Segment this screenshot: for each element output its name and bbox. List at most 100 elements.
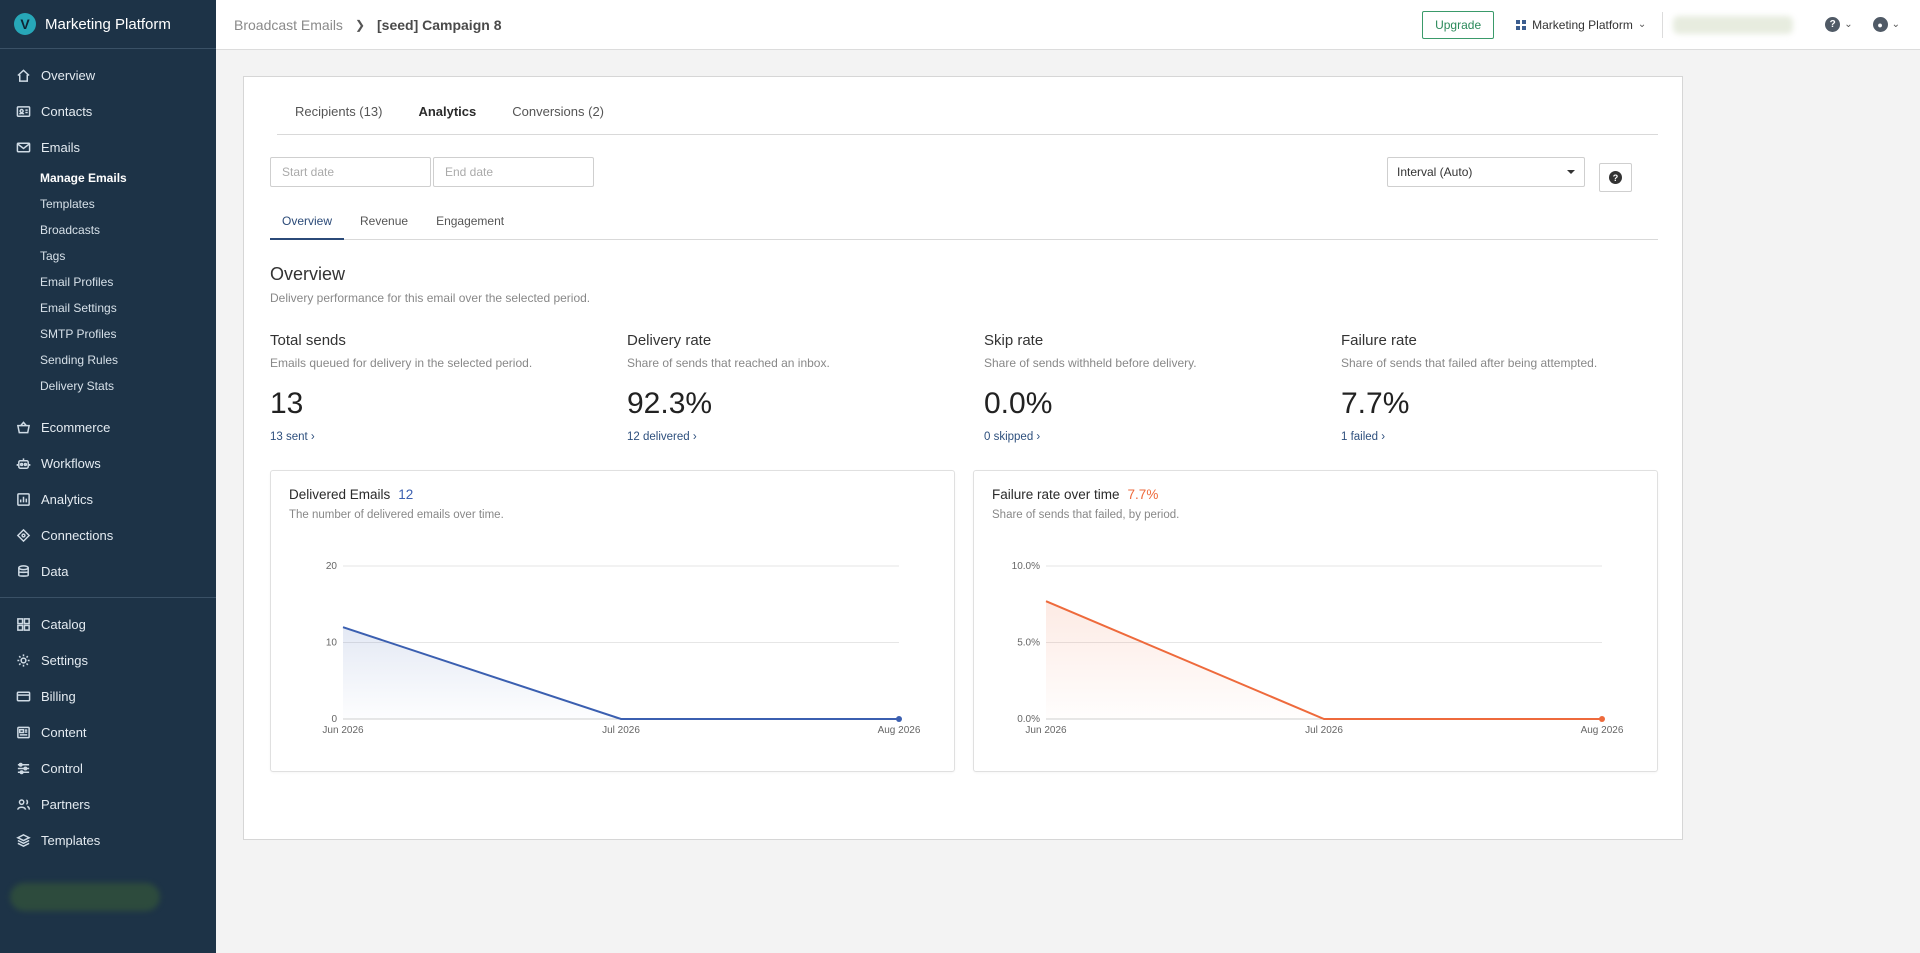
sidebar-item-analytics[interactable]: Analytics <box>0 481 216 517</box>
y-tick-label: 0.0% <box>1017 714 1040 725</box>
sidebar-item-partners[interactable]: Partners <box>0 786 216 822</box>
sidebar-item-label: Templates <box>41 832 101 848</box>
subtab-overview[interactable]: Overview <box>270 212 345 240</box>
sidebar-item-label: Contacts <box>41 103 93 119</box>
interval-select[interactable]: Interval (Auto) <box>1387 157 1585 187</box>
chart-subtitle: Share of sends that failed, by period. <box>992 509 1180 521</box>
chevron-down-icon: ⌄ <box>1844 19 1853 30</box>
help-button[interactable]: ? <box>1599 163 1632 192</box>
sidebar-subitem-broadcasts[interactable]: Broadcasts <box>40 223 101 237</box>
sidebar-subitem-templates[interactable]: Templates <box>40 197 95 211</box>
sidebar-item-label: Workflows <box>41 455 101 471</box>
chart-title: Failure rate over time <box>992 487 1120 502</box>
sidebar-subitem-email-profiles[interactable]: Email Profiles <box>40 275 114 289</box>
metric-total-sends: Total sends Emails queued for delivery i… <box>270 332 610 445</box>
sidebar-item-label: Settings <box>41 652 88 668</box>
y-tick-label: 10.0% <box>1012 561 1040 572</box>
gear-icon <box>15 652 31 668</box>
robot-icon <box>15 455 31 471</box>
account-name-blurred[interactable] <box>1673 15 1794 34</box>
series-line <box>1045 600 1602 720</box>
sidebar: V Marketing Platform Overview Contacts E… <box>0 0 216 953</box>
series-area <box>1046 601 1602 719</box>
nav-group-main: Overview Contacts Emails Manage Emails T… <box>0 49 216 858</box>
failure-rate-chart: 0.0% 5.0% 10.0% Jun 2026 Jul 2026 Aug 2026 <box>1012 561 1624 736</box>
y-tick-label: 0 <box>331 714 337 725</box>
x-tick-label: Jul 2026 <box>602 725 640 736</box>
sidebar-item-label: Partners <box>41 796 91 812</box>
tab-analytics[interactable]: Analytics <box>418 104 477 119</box>
metric-link[interactable]: 13 sent › <box>270 431 315 443</box>
sidebar-item-emails[interactable]: Emails <box>0 129 216 165</box>
sidebar-item-label: Ecommerce <box>41 419 111 435</box>
tab-conversions[interactable]: Conversions (2) <box>512 104 605 119</box>
metric-description: Share of sends withheld before delivery. <box>984 356 1197 370</box>
x-tick-label: Jul 2026 <box>1305 725 1343 736</box>
subtab-engagement[interactable]: Engagement <box>436 214 505 228</box>
platform-switcher[interactable]: Marketing Platform ⌄ <box>1516 18 1646 32</box>
topbar-divider <box>1662 11 1664 38</box>
connections-icon <box>15 527 31 543</box>
sidebar-item-connections[interactable]: Connections <box>0 517 216 553</box>
upgrade-button[interactable]: Upgrade <box>1422 10 1495 39</box>
sidebar-subitem-delivery-stats[interactable]: Delivery Stats <box>40 379 115 393</box>
sidebar-subitem-manage-emails[interactable]: Manage Emails <box>40 171 127 185</box>
brand-logo: V <box>14 13 36 35</box>
breadcrumb-link-broadcast-emails[interactable]: Broadcast Emails <box>234 16 343 33</box>
metric-value: 7.7% <box>1341 387 1410 420</box>
sidebar-subitem-sending-rules[interactable]: Sending Rules <box>40 353 119 367</box>
metric-failure-rate: Failure rate Share of sends that failed … <box>1341 332 1681 445</box>
y-tick-label: 10 <box>326 638 338 649</box>
sidebar-subitem-tags[interactable]: Tags <box>40 249 66 263</box>
tab-recipients[interactable]: Recipients (13) <box>295 104 383 119</box>
sidebar-item-templates[interactable]: Templates <box>0 822 216 858</box>
apps-grid-icon <box>1516 19 1527 30</box>
home-icon <box>15 67 31 83</box>
end-date-input[interactable] <box>433 157 594 187</box>
sidebar-item-overview[interactable]: Overview <box>0 57 216 93</box>
x-tick-label: Jun 2026 <box>1025 725 1067 736</box>
subtab-revenue[interactable]: Revenue <box>360 214 409 228</box>
sidebar-item-label: Control <box>41 760 83 776</box>
contacts-icon <box>15 103 31 119</box>
x-tick-label: Aug 2026 <box>1581 725 1624 736</box>
user-menu-button[interactable]: ● ⌄ <box>1872 17 1900 32</box>
section-title: Overview <box>270 264 346 284</box>
sidebar-item-label: Catalog <box>41 616 86 632</box>
series-point <box>896 716 902 722</box>
sidebar-item-ecommerce[interactable]: Ecommerce <box>0 409 216 445</box>
y-tick-label: 20 <box>326 561 338 572</box>
chart-subtitle: The number of delivered emails over time… <box>289 509 504 521</box>
grid-icon <box>15 616 31 632</box>
breadcrumb: Broadcast Emails ❯ [seed] Campaign 8 <box>216 17 501 33</box>
database-icon <box>15 563 31 579</box>
sidebar-subitem-smtp-profiles[interactable]: SMTP Profiles <box>40 327 117 341</box>
brand-name: Marketing Platform <box>45 15 171 33</box>
help-menu-button[interactable]: ? ⌄ <box>1825 17 1853 32</box>
sidebar-item-billing[interactable]: Billing <box>0 678 216 714</box>
sidebar-item-catalog[interactable]: Catalog <box>0 606 216 642</box>
metric-link[interactable]: 0 skipped › <box>984 431 1041 443</box>
delivered-emails-chart: 0 10 20 Jun 2026 Jul 2026 Aug 2026 <box>322 561 920 736</box>
metric-link[interactable]: 1 failed › <box>1341 431 1386 443</box>
brand[interactable]: V Marketing Platform <box>0 0 216 49</box>
metric-value: 92.3% <box>627 387 713 420</box>
chart-headline-value: 12 <box>398 487 414 502</box>
metric-skip-rate: Skip rate Share of sends withheld before… <box>984 332 1324 445</box>
tab-bar: Recipients (13) Analytics Conversions (2… <box>277 77 1658 135</box>
x-tick-label: Jun 2026 <box>322 725 364 736</box>
metric-value: 13 <box>270 387 304 420</box>
metric-value: 0.0% <box>984 387 1053 420</box>
chart-title-row: Delivered Emails 12 <box>289 487 413 502</box>
card-icon <box>15 688 31 704</box>
sidebar-item-content[interactable]: Content <box>0 714 216 750</box>
sidebar-item-contacts[interactable]: Contacts <box>0 93 216 129</box>
sidebar-item-settings[interactable]: Settings <box>0 642 216 678</box>
sidebar-item-data[interactable]: Data <box>0 553 216 589</box>
user-profile-blurred[interactable] <box>10 883 160 911</box>
start-date-input[interactable] <box>270 157 431 187</box>
sidebar-item-workflows[interactable]: Workflows <box>0 445 216 481</box>
metric-link[interactable]: 12 delivered › <box>627 431 697 443</box>
sidebar-subitem-email-settings[interactable]: Email Settings <box>40 301 117 315</box>
sidebar-item-control[interactable]: Control <box>0 750 216 786</box>
